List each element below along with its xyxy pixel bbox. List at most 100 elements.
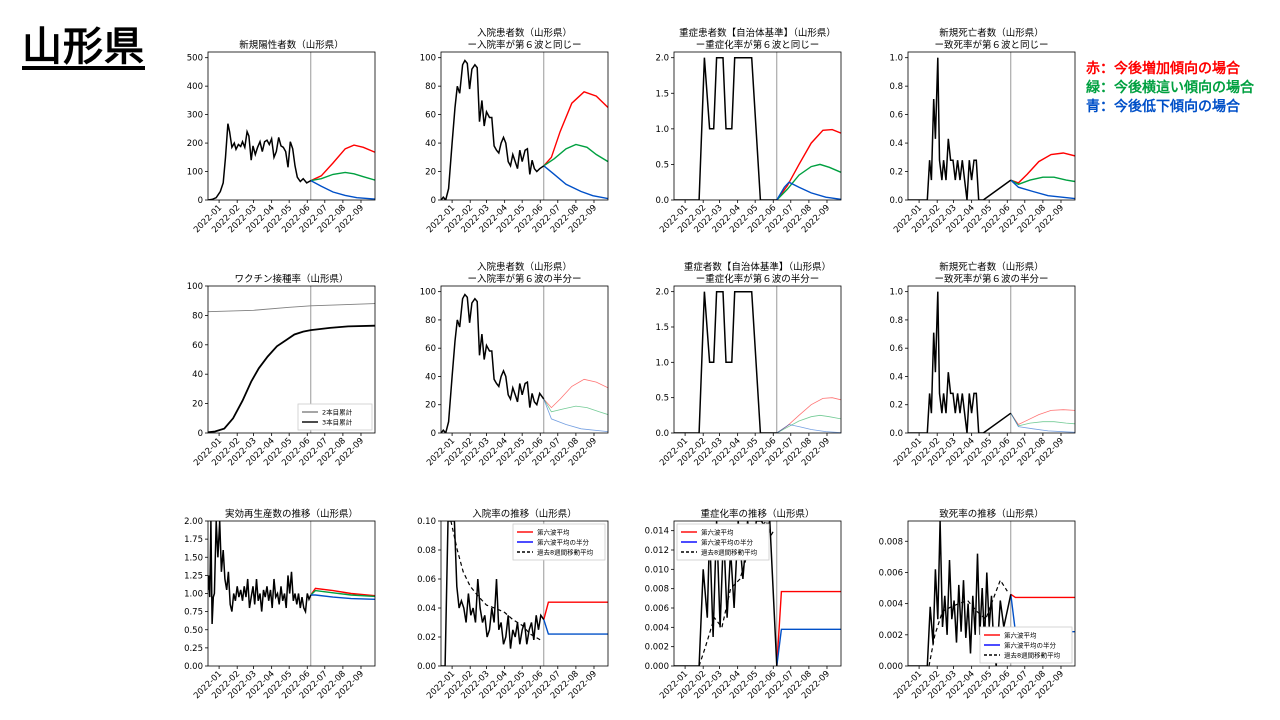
y-tick-label: 0.8 <box>889 316 903 326</box>
plot-frame <box>440 51 609 201</box>
moving-average-line <box>928 578 1008 666</box>
y-tick-label: 0.00 <box>417 662 436 672</box>
y-tick-label: 80 <box>192 311 203 321</box>
chart-title: 実効再生産数の推移（山形県） <box>225 508 358 520</box>
y-tick-label: 200 <box>187 139 203 149</box>
series-line-blue <box>310 594 375 600</box>
y-tick-label: 0.0 <box>655 429 669 439</box>
y-tick-label: 0.012 <box>645 546 669 556</box>
y-tick-label: 0.0 <box>889 429 903 439</box>
chart-vaccine: ワクチン接種率（山形県）0204060801002022-012022-0220… <box>187 273 376 468</box>
plot-frame <box>207 285 376 434</box>
chart-hosp-b: 入院患者数（山形県）ー入院率が第６波の半分ー0204060801002022-0… <box>420 261 609 468</box>
y-tick-label: 0.4 <box>889 372 903 382</box>
y-tick-label: 0.008 <box>645 585 669 595</box>
y-tick-label: 0.10 <box>417 517 436 527</box>
y-tick-label: 0.50 <box>184 626 203 636</box>
chart-title: 入院患者数（山形県） <box>477 27 572 39</box>
y-tick-label: 0.25 <box>184 644 203 654</box>
legend-label: 過去8週間移動平均 <box>537 548 594 557</box>
legend-label: 第六波平均の半分 <box>701 538 754 547</box>
y-tick-label: 0.014 <box>645 527 669 537</box>
chart-hosp-rate: 入院率の推移（山形県）0.000.020.040.060.080.102022-… <box>417 508 609 701</box>
series-line-3本目累計 <box>208 324 375 433</box>
series-line-red <box>776 128 841 200</box>
y-tick-label: 0.006 <box>879 568 903 578</box>
series-line-blue <box>1010 413 1075 433</box>
actual-line <box>908 521 1012 666</box>
y-tick-label: 0.06 <box>417 575 436 585</box>
y-tick-label: 400 <box>187 82 203 92</box>
legend-note-blue: 青：今後低下傾向の場合 <box>1086 99 1240 115</box>
y-tick-label: 80 <box>425 82 436 92</box>
series-line-red <box>543 378 608 409</box>
y-tick-label: 1.0 <box>889 288 903 298</box>
y-tick-label: 0 <box>431 196 436 206</box>
series-line-green <box>1010 176 1075 186</box>
y-tick-label: 40 <box>192 370 203 380</box>
y-tick-label: 0.4 <box>889 139 903 149</box>
chart-title: 新規死亡者数（山形県） <box>939 261 1044 273</box>
y-tick-label: 0.6 <box>889 111 903 121</box>
series-line-green <box>1010 412 1075 427</box>
legend-label: 第六波平均の半分 <box>537 538 590 547</box>
y-tick-label: 0.0 <box>889 196 903 206</box>
page-title: 山形県 <box>22 24 145 70</box>
actual-line <box>208 521 312 625</box>
legend-label: 2本目累計 <box>322 408 353 417</box>
chart-title: 入院率の推移（山形県） <box>472 508 577 520</box>
y-tick-label: 0.75 <box>184 608 203 618</box>
y-tick-label: 0.0 <box>655 196 669 206</box>
series-line-blue <box>776 424 841 433</box>
series-line-red <box>1010 409 1075 426</box>
y-tick-label: 0.6 <box>889 344 903 354</box>
plot-frame <box>673 51 842 201</box>
y-tick-label: 0.2 <box>889 401 903 411</box>
y-tick-label: 40 <box>425 372 436 382</box>
series-line-blue <box>776 628 841 666</box>
series-line-red <box>543 90 608 167</box>
series-line-green <box>543 398 608 415</box>
chart-title: ー重症化率が第６波と同じー <box>696 39 820 51</box>
plot-frame <box>907 285 1076 434</box>
y-tick-label: 80 <box>425 316 436 326</box>
y-tick-label: 0.008 <box>879 537 903 547</box>
y-tick-label: 0.8 <box>889 82 903 92</box>
chart-title: 新規陽性者数（山形県） <box>239 39 344 51</box>
series-line-green <box>776 414 841 433</box>
chart-title: 新規死亡者数（山形県） <box>939 27 1044 39</box>
y-tick-label: 500 <box>187 54 203 64</box>
legend-label: 第六波平均 <box>537 528 570 537</box>
series-line-red <box>776 590 841 666</box>
y-tick-label: 1.25 <box>184 571 203 581</box>
series-line-blue <box>1010 179 1075 200</box>
y-tick-label: 2.00 <box>184 517 203 527</box>
series-line-blue <box>543 619 608 635</box>
actual-line <box>908 57 1012 200</box>
series-line-blue <box>776 181 841 200</box>
y-tick-label: 20 <box>425 401 436 411</box>
series-line-red <box>1010 152 1075 184</box>
actual-line <box>674 56 777 200</box>
chart-deaths-a: 新規死亡者数（山形県）ー致死率が第６波と同じー 0.0 0.2 0.4 0.6 0.8 1.… <box>889 27 1076 235</box>
y-tick-label: 300 <box>187 111 203 121</box>
series-line-red <box>1010 593 1075 599</box>
y-tick-label: 0.2 <box>889 168 903 178</box>
chart-title: ワクチン接種率（山形県） <box>234 273 348 285</box>
y-tick-label: 0.004 <box>879 600 903 610</box>
series-line-green <box>776 163 841 200</box>
chart-title: 重症患者数【自治体基準】（山形県） <box>679 27 836 39</box>
y-tick-label: 0.002 <box>879 631 903 641</box>
actual-line <box>208 123 312 200</box>
series-line-green <box>543 143 608 167</box>
y-tick-label: 1.00 <box>184 590 203 600</box>
chart-title: ー重症化率が第６波の半分ー <box>696 273 820 285</box>
legend-note-red: 赤：今後増加傾向の場合 <box>1086 61 1240 77</box>
series-line-2本目累計 <box>208 303 375 313</box>
plot-frame <box>440 285 609 434</box>
chart-deaths-b: 新規死亡者数（山形県）ー致死率が第６波の半分ー 0.0 0.2 0.4 0.6 0.8 1.… <box>889 261 1076 468</box>
chart-new-cases: 新規陽性者数（山形県）01002003004005002022-012022-0… <box>187 39 376 235</box>
y-tick-label: 0.5 <box>655 394 669 404</box>
